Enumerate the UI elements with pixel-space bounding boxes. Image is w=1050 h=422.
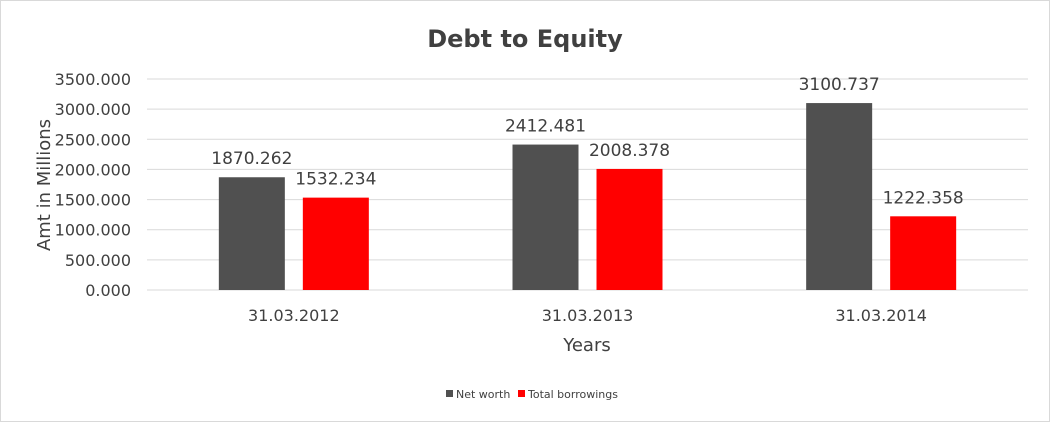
y-axis-title: Amt in Millions <box>34 119 55 251</box>
chart-title: Debt to Equity <box>427 25 623 53</box>
legend-label: Net worth <box>456 388 510 401</box>
x-axis-title: Years <box>562 335 611 356</box>
data-label: 1870.262 <box>211 149 292 169</box>
x-axis-ticks: 31.03.2012 31.03.2013 31.03.2014 <box>248 306 927 325</box>
y-tick-label: 1500.000 <box>55 191 131 210</box>
y-tick-label: 3500.000 <box>55 70 131 89</box>
bars <box>218 103 957 290</box>
data-label: 3100.737 <box>799 75 880 95</box>
data-label: 1222.358 <box>883 188 964 208</box>
bar-net-worth <box>512 144 579 290</box>
bar-total-borrowings <box>596 168 663 290</box>
legend-label: Total borrowings <box>527 388 618 401</box>
y-tick-label: 2500.000 <box>55 130 131 149</box>
bar-total-borrowings <box>302 197 369 290</box>
legend-swatch <box>446 390 453 397</box>
legend-swatch <box>518 390 525 397</box>
x-tick-label: 31.03.2013 <box>542 306 634 325</box>
x-tick-label: 31.03.2014 <box>835 306 927 325</box>
y-tick-label: 2000.000 <box>55 160 131 179</box>
legend: Net worth Total borrowings <box>446 388 618 401</box>
y-tick-label: 500.000 <box>65 251 131 270</box>
y-tick-label: 0.000 <box>85 281 131 300</box>
y-tick-label: 1000.000 <box>55 221 131 240</box>
data-label: 2008.378 <box>589 141 670 161</box>
x-tick-label: 31.03.2012 <box>248 306 340 325</box>
gridlines <box>147 78 1028 291</box>
bar-total-borrowings <box>890 216 957 290</box>
data-label: 2412.481 <box>505 117 586 137</box>
data-label: 1532.234 <box>295 170 376 190</box>
y-tick-label: 3000.000 <box>55 100 131 119</box>
bar-net-worth <box>806 103 873 290</box>
y-axis-ticks: 0.000 500.000 1000.000 1500.000 2000.000 2500… <box>55 70 131 300</box>
bar-net-worth <box>218 177 285 290</box>
